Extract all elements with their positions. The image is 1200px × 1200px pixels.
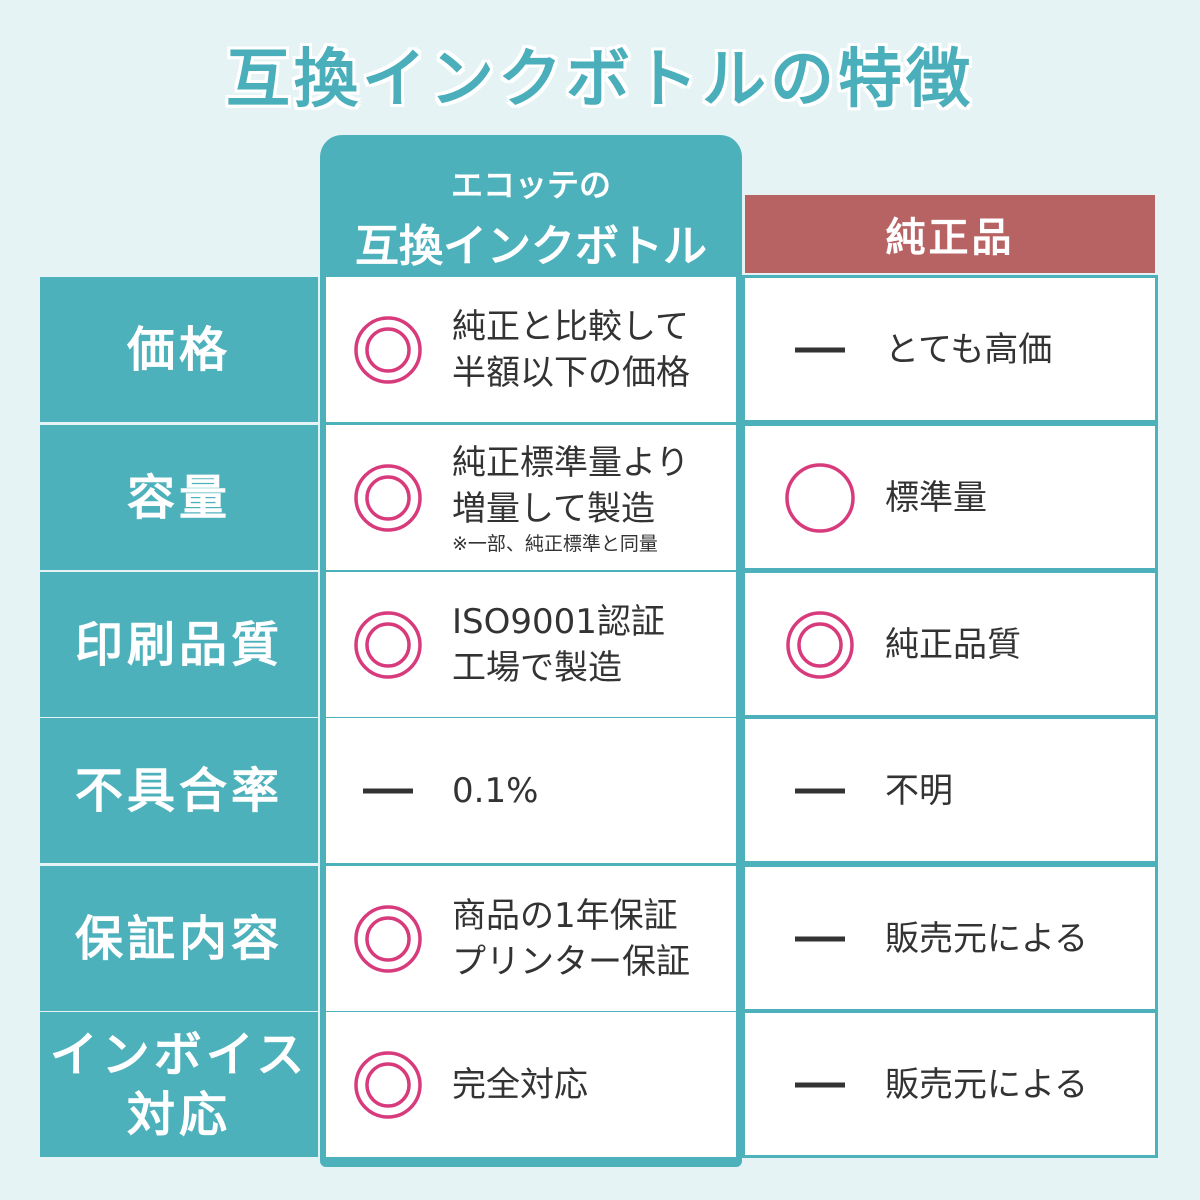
ours-cell xyxy=(326,425,736,570)
text-line: 完全対応 xyxy=(452,1064,588,1105)
row-label-line: 保証内容 xyxy=(74,910,283,967)
text-line: 純正品質 xyxy=(885,624,1021,665)
text-line: とても高価 xyxy=(885,329,1053,370)
ours-text: 商品の1年保証 プリンター保証 xyxy=(452,866,690,1011)
text-line: 不明 xyxy=(885,770,953,811)
ours-header-line: 互換インクボトル xyxy=(355,221,707,272)
row-label-line: 価格 xyxy=(126,321,231,378)
mark xyxy=(354,904,422,973)
text-line: 販売元による xyxy=(885,1064,1088,1105)
title: 互換インクボトルの特徴 xyxy=(226,43,974,117)
mark xyxy=(354,610,422,679)
genuine-cell xyxy=(742,423,1158,571)
ours-text: 0.1% xyxy=(452,718,538,863)
genuine-text: 純正品質 xyxy=(885,572,1021,717)
text-line: 商品の1年保証 xyxy=(452,895,678,936)
mark xyxy=(786,610,854,679)
mark xyxy=(795,347,845,352)
text-line: 純正と比較して xyxy=(452,306,689,347)
ours-text: 完全対応 xyxy=(452,1012,588,1157)
text-line: プリンター保証 xyxy=(452,941,690,982)
genuine-cell xyxy=(742,570,1158,718)
genuine-text: 販売元による xyxy=(885,1012,1088,1157)
row-label-line: インボイス xyxy=(49,1026,309,1083)
ours-text: 純正標準量より 増量して製造 ※一部、純正標準と同量 xyxy=(452,425,689,570)
row-label: 保証内容 xyxy=(40,866,318,1011)
ours-header-line: エコッテの xyxy=(450,166,611,204)
text-line: 増量して製造 xyxy=(452,488,655,529)
row-label: 不具合率 xyxy=(40,718,318,863)
mark xyxy=(363,788,413,793)
ours-text: 純正と比較して 半額以下の価格 xyxy=(452,277,690,422)
genuine-cell xyxy=(742,864,1158,1012)
genuine-text: 標準量 xyxy=(885,425,987,570)
ours-cell xyxy=(326,572,736,717)
text-line: 販売元による xyxy=(885,918,1088,959)
ours-cell xyxy=(326,1012,736,1157)
row-label-line: 容量 xyxy=(126,469,231,526)
ours-text: ISO9001認証 工場で製造 xyxy=(452,572,665,717)
genuine-text: 不明 xyxy=(885,718,953,863)
row-label: 容量 xyxy=(40,425,318,570)
mark xyxy=(795,936,845,941)
row-label-line: 対応 xyxy=(126,1086,231,1143)
text-line: 0.1% xyxy=(452,770,539,811)
ours-cell xyxy=(326,866,736,1011)
text-line: 標準量 xyxy=(885,477,987,518)
mark xyxy=(354,315,422,384)
mark xyxy=(354,463,422,532)
text-line: ISO9001認証 xyxy=(452,601,665,642)
row-label: 印刷品質 xyxy=(40,572,318,717)
row-label: インボイス 対応 xyxy=(40,1012,318,1157)
genuine-header: 純正品 xyxy=(745,195,1155,273)
genuine-text: 販売元による xyxy=(885,866,1088,1011)
row-label: 価格 xyxy=(40,277,318,422)
mark xyxy=(354,1050,422,1119)
note: ※一部、純正標準と同量 xyxy=(452,532,658,555)
row-label-line: 不具合率 xyxy=(74,762,283,819)
mark xyxy=(785,462,855,533)
mark xyxy=(795,788,845,793)
text-line: 純正標準量より xyxy=(452,442,690,483)
text-line: 半額以下の価格 xyxy=(452,352,690,393)
row-label-line: 印刷品質 xyxy=(74,616,283,673)
genuine-text: とても高価 xyxy=(885,277,1052,422)
mark xyxy=(795,1082,845,1087)
text-line: 工場で製造 xyxy=(452,647,622,688)
ours-cell xyxy=(326,277,736,422)
